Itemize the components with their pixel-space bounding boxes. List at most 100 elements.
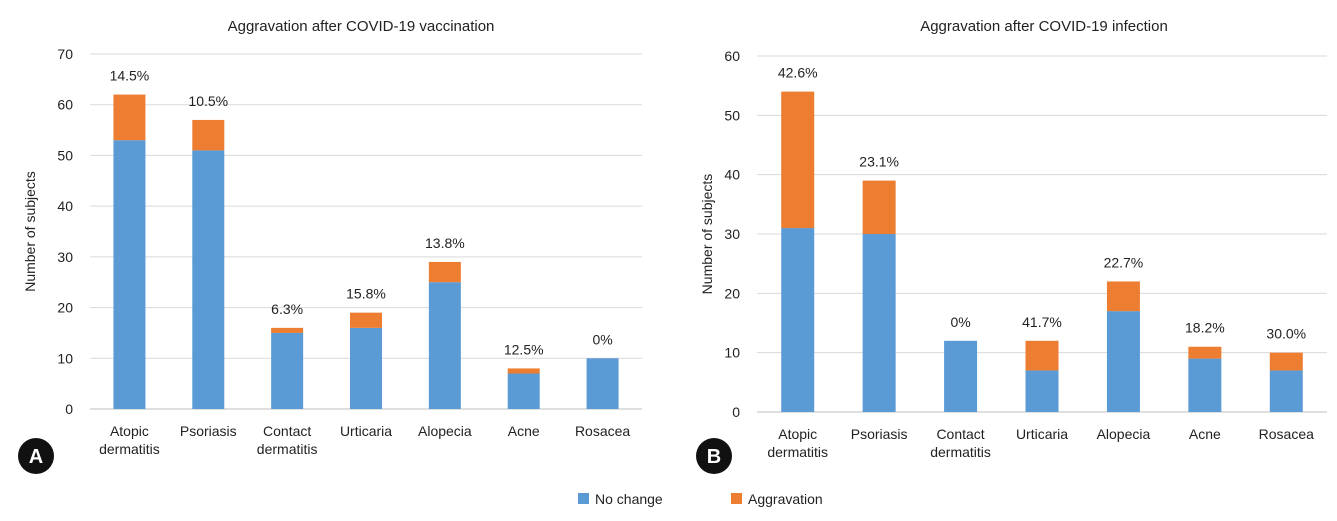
x-tick-label: Urticaria	[340, 423, 392, 439]
x-tick-label: Acne	[508, 423, 540, 439]
data-label: 12.5%	[504, 341, 544, 357]
bar-no-change	[1025, 370, 1059, 412]
x-tick-label: Contact dermatitis	[930, 426, 991, 460]
legend: No change Aggravation	[578, 491, 823, 507]
legend-label: No change	[595, 491, 663, 507]
legend-swatch	[578, 493, 589, 504]
x-tick-label: Rosacea	[575, 423, 630, 439]
chart-panel-a: Aggravation after COVID-19 vaccination 0 1…	[18, 18, 642, 474]
data-label: 14.5%	[110, 68, 150, 84]
bar-aggravation	[1025, 340, 1059, 371]
y-tick-label: 60	[724, 48, 740, 64]
bar-aggravation	[350, 312, 382, 328]
x-tick-label: Atopic dermatitis	[99, 423, 160, 457]
x-tick-label-line: Rosacea	[575, 423, 630, 439]
y-tick-label: 70	[57, 46, 73, 62]
data-label: 42.6%	[778, 65, 818, 81]
y-tick-label: 0	[65, 401, 73, 417]
panel-badge-circle	[18, 438, 54, 474]
y-tick-label: 20	[57, 300, 73, 316]
y-tick-label: 50	[724, 107, 740, 123]
x-tick-label-line: dermatitis	[930, 444, 991, 460]
data-label: 10.5%	[188, 93, 228, 109]
x-tick-label-line: Atopic	[778, 426, 817, 442]
y-tick-label: 40	[57, 198, 73, 214]
x-tick-label: Acne	[1189, 426, 1221, 442]
data-label: 30.0%	[1266, 326, 1306, 342]
x-tick-label-line: Psoriasis	[851, 426, 908, 442]
x-tick-label: Alopecia	[418, 423, 472, 439]
panel-badge-circle	[696, 438, 732, 474]
data-label: 0%	[950, 314, 970, 330]
bar-aggravation	[192, 119, 225, 151]
bar-no-change	[1269, 370, 1303, 412]
x-tick-label-line: Contact	[263, 423, 311, 439]
bar-no-change	[428, 282, 461, 409]
bar-no-change	[944, 340, 978, 412]
data-label: 41.7%	[1022, 314, 1062, 330]
chart-title: Aggravation after COVID-19 vaccination	[228, 18, 495, 35]
x-tick-label-line: Rosacea	[1259, 426, 1314, 442]
x-tick-label: Psoriasis	[180, 423, 237, 439]
x-tick-label: Alopecia	[1097, 426, 1151, 442]
chart-panel-b: Aggravation after COVID-19 infection 0 10 2…	[696, 18, 1327, 474]
bar-aggravation	[1269, 352, 1303, 371]
bar-aggravation	[781, 91, 815, 229]
data-label: 23.1%	[859, 154, 899, 170]
y-tick-label: 60	[57, 97, 73, 113]
x-tick-label: Atopic dermatitis	[767, 426, 828, 460]
x-tick-label-line: Acne	[508, 423, 540, 439]
x-tick-label-line: Atopic	[110, 423, 149, 439]
x-tick-label-line: dermatitis	[257, 441, 318, 457]
bar-no-change	[113, 140, 146, 409]
x-tick-label-line: Alopecia	[1097, 426, 1151, 442]
bar-no-change	[1188, 358, 1222, 412]
y-tick-label: 0	[732, 404, 740, 420]
bar-aggravation	[428, 261, 461, 283]
bar-no-change	[271, 332, 304, 409]
data-label: 13.8%	[425, 235, 465, 251]
data-label: 15.8%	[346, 286, 386, 302]
bar-no-change	[507, 373, 540, 409]
bar-aggravation	[1188, 346, 1222, 359]
bar-no-change	[192, 150, 225, 409]
y-tick-label: 50	[57, 147, 73, 163]
bar-aggravation	[862, 180, 896, 234]
data-label: 22.7%	[1104, 254, 1144, 270]
x-tick-label: Psoriasis	[851, 426, 908, 442]
x-tick-label-line: Urticaria	[1016, 426, 1068, 442]
legend-label: Aggravation	[748, 491, 823, 507]
y-tick-label: 10	[724, 345, 740, 361]
bar-aggravation	[271, 327, 304, 333]
x-tick-label-line: Psoriasis	[180, 423, 237, 439]
x-tick-label: Contact dermatitis	[257, 423, 318, 457]
panel-badge-label: A	[29, 446, 43, 468]
x-tick-label-line: Alopecia	[418, 423, 472, 439]
panel-badge: B	[696, 438, 732, 474]
x-tick-label: Rosacea	[1259, 426, 1314, 442]
x-tick-label-line: Urticaria	[340, 423, 392, 439]
y-axis-label: Number of subjects	[22, 171, 38, 292]
panel-badge-label: B	[707, 446, 721, 468]
x-tick-label-line: dermatitis	[767, 444, 828, 460]
panel-badge: A	[18, 438, 54, 474]
x-tick-label-line: Contact	[936, 426, 984, 442]
y-axis-label: Number of subjects	[699, 174, 715, 295]
bar-no-change	[781, 228, 815, 412]
bar-aggravation	[507, 368, 540, 374]
y-tick-label: 30	[57, 249, 73, 265]
legend-swatch	[731, 493, 742, 504]
y-tick-label: 20	[724, 285, 740, 301]
x-tick-label: Urticaria	[1016, 426, 1068, 442]
bar-aggravation	[113, 94, 146, 141]
x-tick-label-line: Acne	[1189, 426, 1221, 442]
bar-no-change	[1106, 311, 1140, 412]
y-tick-label: 10	[57, 350, 73, 366]
chart-title: Aggravation after COVID-19 infection	[920, 18, 1168, 35]
y-tick-label: 40	[724, 167, 740, 183]
bar-no-change	[586, 358, 619, 409]
bar-no-change	[862, 234, 896, 412]
bar-aggravation	[1106, 281, 1140, 312]
data-label: 0%	[592, 331, 612, 347]
